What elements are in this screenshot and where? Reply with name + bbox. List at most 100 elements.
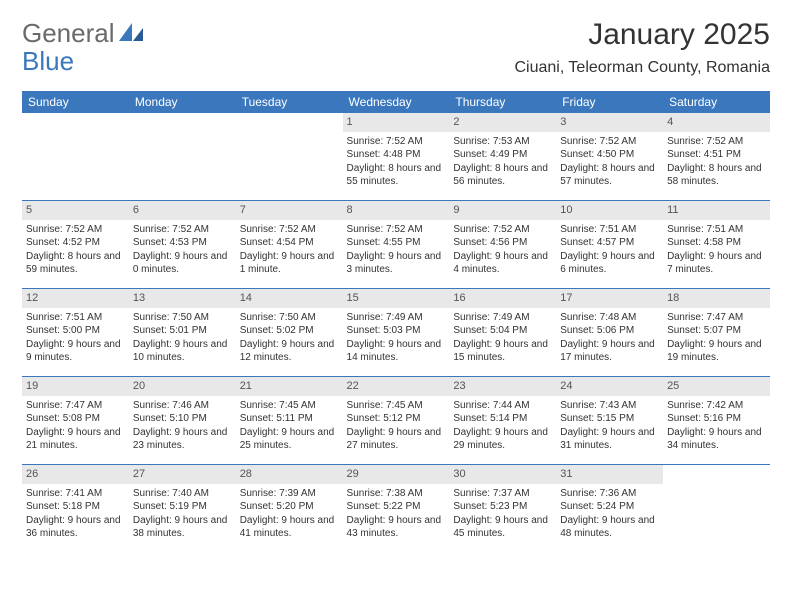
calendar-cell: 19 Sunrise: 7:47 AM Sunset: 5:08 PM Dayli…: [22, 377, 129, 465]
day-details: Sunrise: 7:52 AM Sunset: 4:54 PM Dayligh…: [240, 223, 339, 277]
day-number: 3: [556, 113, 663, 132]
weekday-header: Monday: [129, 91, 236, 113]
day-details: Sunrise: 7:42 AM Sunset: 5:16 PM Dayligh…: [667, 399, 766, 453]
calendar-cell-empty: [236, 113, 343, 201]
day-number: 23: [449, 377, 556, 396]
brand-sail-icon: [119, 23, 145, 48]
day-number: 6: [129, 201, 236, 220]
calendar-cell: 31 Sunrise: 7:36 AM Sunset: 5:24 PM Dayli…: [556, 465, 663, 553]
calendar-row: 1 Sunrise: 7:52 AM Sunset: 4:48 PM Daylig…: [22, 113, 770, 201]
weekday-header: Wednesday: [343, 91, 450, 113]
day-details: Sunrise: 7:53 AM Sunset: 4:49 PM Dayligh…: [453, 135, 552, 189]
day-number: 25: [663, 377, 770, 396]
calendar-cell-empty: [663, 465, 770, 553]
day-number: 5: [22, 201, 129, 220]
day-number: 13: [129, 289, 236, 308]
day-details: Sunrise: 7:37 AM Sunset: 5:23 PM Dayligh…: [453, 487, 552, 541]
day-number: 1: [343, 113, 450, 132]
day-details: Sunrise: 7:44 AM Sunset: 5:14 PM Dayligh…: [453, 399, 552, 453]
brand-logo: General: [22, 18, 147, 49]
day-number: 28: [236, 465, 343, 484]
calendar-cell: 1 Sunrise: 7:52 AM Sunset: 4:48 PM Daylig…: [343, 113, 450, 201]
day-number: 15: [343, 289, 450, 308]
day-details: Sunrise: 7:45 AM Sunset: 5:12 PM Dayligh…: [347, 399, 446, 453]
location-label: Ciuani, Teleorman County, Romania: [514, 59, 770, 77]
calendar-head: SundayMondayTuesdayWednesdayThursdayFrid…: [22, 91, 770, 113]
calendar-cell: 25 Sunrise: 7:42 AM Sunset: 5:16 PM Dayli…: [663, 377, 770, 465]
day-details: Sunrise: 7:52 AM Sunset: 4:53 PM Dayligh…: [133, 223, 232, 277]
header: General January 2025 Ciuani, Teleorman C…: [22, 18, 770, 77]
calendar-row: 12 Sunrise: 7:51 AM Sunset: 5:00 PM Dayli…: [22, 289, 770, 377]
day-details: Sunrise: 7:50 AM Sunset: 5:02 PM Dayligh…: [240, 311, 339, 365]
calendar-cell: 13 Sunrise: 7:50 AM Sunset: 5:01 PM Dayli…: [129, 289, 236, 377]
day-number: 12: [22, 289, 129, 308]
calendar-cell: 16 Sunrise: 7:49 AM Sunset: 5:04 PM Dayli…: [449, 289, 556, 377]
day-details: Sunrise: 7:51 AM Sunset: 4:57 PM Dayligh…: [560, 223, 659, 277]
calendar-cell: 17Sunrise: 7:48 AM Sunset: 5:06 PM Dayli…: [556, 289, 663, 377]
calendar-cell: 23 Sunrise: 7:44 AM Sunset: 5:14 PM Dayli…: [449, 377, 556, 465]
day-details: Sunrise: 7:50 AM Sunset: 5:01 PM Dayligh…: [133, 311, 232, 365]
weekday-row: SundayMondayTuesdayWednesdayThursdayFrid…: [22, 91, 770, 113]
day-number: 10: [556, 201, 663, 220]
day-number: 21: [236, 377, 343, 396]
calendar-cell: 11 Sunrise: 7:51 AM Sunset: 4:58 PM Dayli…: [663, 201, 770, 289]
day-number: 20: [129, 377, 236, 396]
calendar-cell: 28Sunrise: 7:39 AM Sunset: 5:20 PM Dayli…: [236, 465, 343, 553]
day-number: 27: [129, 465, 236, 484]
day-number: 19: [22, 377, 129, 396]
calendar-cell: 3 Sunrise: 7:52 AM Sunset: 4:50 PM Daylig…: [556, 113, 663, 201]
day-details: Sunrise: 7:52 AM Sunset: 4:50 PM Dayligh…: [560, 135, 659, 189]
day-number: 24: [556, 377, 663, 396]
page-root: General January 2025 Ciuani, Teleorman C…: [0, 0, 792, 570]
day-details: Sunrise: 7:52 AM Sunset: 4:48 PM Dayligh…: [347, 135, 446, 189]
calendar-cell: 8Sunrise: 7:52 AM Sunset: 4:55 PM Daylig…: [343, 201, 450, 289]
calendar-cell: 6 Sunrise: 7:52 AM Sunset: 4:53 PM Daylig…: [129, 201, 236, 289]
day-details: Sunrise: 7:47 AM Sunset: 5:08 PM Dayligh…: [26, 399, 125, 453]
calendar-cell: 9 Sunrise: 7:52 AM Sunset: 4:56 PM Daylig…: [449, 201, 556, 289]
calendar-cell: 26 Sunrise: 7:41 AM Sunset: 5:18 PM Dayli…: [22, 465, 129, 553]
calendar-cell: 22Sunrise: 7:45 AM Sunset: 5:12 PM Dayli…: [343, 377, 450, 465]
weekday-header: Sunday: [22, 91, 129, 113]
calendar-cell: 5 Sunrise: 7:52 AM Sunset: 4:52 PM Daylig…: [22, 201, 129, 289]
day-details: Sunrise: 7:51 AM Sunset: 5:00 PM Dayligh…: [26, 311, 125, 365]
calendar-cell: 15 Sunrise: 7:49 AM Sunset: 5:03 PM Dayli…: [343, 289, 450, 377]
calendar-cell: 18 Sunrise: 7:47 AM Sunset: 5:07 PM Dayli…: [663, 289, 770, 377]
day-details: Sunrise: 7:40 AM Sunset: 5:19 PM Dayligh…: [133, 487, 232, 541]
day-details: Sunrise: 7:41 AM Sunset: 5:18 PM Dayligh…: [26, 487, 125, 541]
day-details: Sunrise: 7:52 AM Sunset: 4:52 PM Dayligh…: [26, 223, 125, 277]
weekday-header: Tuesday: [236, 91, 343, 113]
day-number: 9: [449, 201, 556, 220]
calendar-cell-empty: [129, 113, 236, 201]
day-number: 16: [449, 289, 556, 308]
day-number: 14: [236, 289, 343, 308]
calendar-cell: 14 Sunrise: 7:50 AM Sunset: 5:02 PM Dayli…: [236, 289, 343, 377]
day-details: Sunrise: 7:49 AM Sunset: 5:04 PM Dayligh…: [453, 311, 552, 365]
day-details: Sunrise: 7:45 AM Sunset: 5:11 PM Dayligh…: [240, 399, 339, 453]
calendar-cell: 10 Sunrise: 7:51 AM Sunset: 4:57 PM Dayli…: [556, 201, 663, 289]
brand-part2: Blue: [22, 46, 74, 76]
month-title: January 2025: [514, 18, 770, 51]
day-details: Sunrise: 7:52 AM Sunset: 4:51 PM Dayligh…: [667, 135, 766, 189]
day-number: 2: [449, 113, 556, 132]
weekday-header: Thursday: [449, 91, 556, 113]
day-details: Sunrise: 7:49 AM Sunset: 5:03 PM Dayligh…: [347, 311, 446, 365]
calendar-row: 26 Sunrise: 7:41 AM Sunset: 5:18 PM Dayli…: [22, 465, 770, 553]
day-number: 26: [22, 465, 129, 484]
day-details: Sunrise: 7:43 AM Sunset: 5:15 PM Dayligh…: [560, 399, 659, 453]
weekday-header: Saturday: [663, 91, 770, 113]
day-details: Sunrise: 7:46 AM Sunset: 5:10 PM Dayligh…: [133, 399, 232, 453]
day-number: 7: [236, 201, 343, 220]
day-number: 11: [663, 201, 770, 220]
day-details: Sunrise: 7:38 AM Sunset: 5:22 PM Dayligh…: [347, 487, 446, 541]
day-number: 18: [663, 289, 770, 308]
calendar-row: 5 Sunrise: 7:52 AM Sunset: 4:52 PM Daylig…: [22, 201, 770, 289]
day-number: 31: [556, 465, 663, 484]
day-details: Sunrise: 7:51 AM Sunset: 4:58 PM Dayligh…: [667, 223, 766, 277]
calendar-cell: 20 Sunrise: 7:46 AM Sunset: 5:10 PM Dayli…: [129, 377, 236, 465]
calendar-cell: 21 Sunrise: 7:45 AM Sunset: 5:11 PM Dayli…: [236, 377, 343, 465]
day-details: Sunrise: 7:52 AM Sunset: 4:56 PM Dayligh…: [453, 223, 552, 277]
calendar-cell: 29Sunrise: 7:38 AM Sunset: 5:22 PM Dayli…: [343, 465, 450, 553]
calendar-table: SundayMondayTuesdayWednesdayThursdayFrid…: [22, 91, 770, 552]
day-details: Sunrise: 7:47 AM Sunset: 5:07 PM Dayligh…: [667, 311, 766, 365]
day-details: Sunrise: 7:36 AM Sunset: 5:24 PM Dayligh…: [560, 487, 659, 541]
